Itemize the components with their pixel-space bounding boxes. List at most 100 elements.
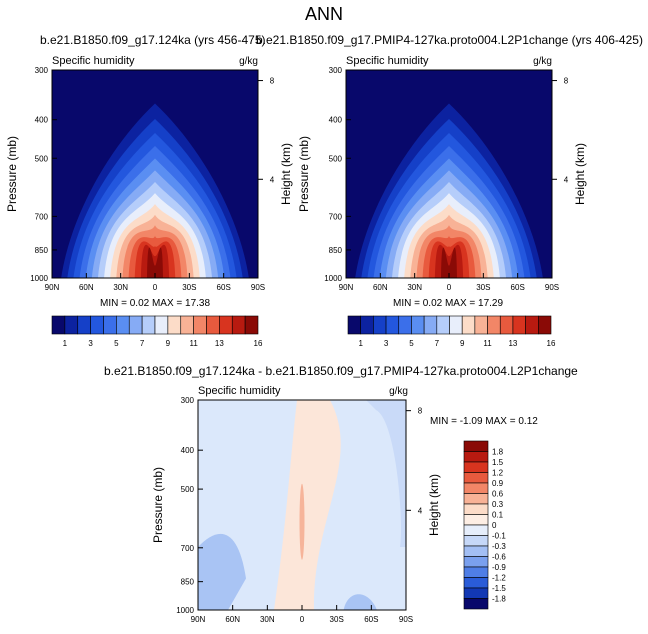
x-tick-label: 0	[300, 615, 305, 624]
y2-tick-label: 4	[418, 506, 423, 515]
colorbar-swatch	[51, 315, 66, 335]
min-max-text: MIN = -1.09 MAX = 0.12	[430, 416, 538, 427]
colorbar-label: 3	[384, 339, 389, 348]
y-axis-label: Pressure (mb)	[151, 467, 165, 543]
y-tick-label: 300	[329, 66, 343, 75]
y-tick-label: 850	[329, 246, 343, 255]
x-tick-label: 30S	[476, 283, 490, 292]
x-tick-label: 90N	[45, 283, 60, 292]
colorbar-swatch	[116, 315, 130, 335]
y-tick-label: 500	[329, 154, 343, 163]
colorbar-swatch	[244, 315, 259, 335]
y-tick-label: 1000	[176, 606, 194, 615]
colorbar-swatch	[373, 315, 387, 335]
colorbar-swatch	[463, 556, 489, 568]
colorbar-label: 0.6	[492, 490, 504, 499]
y-tick-label: 1000	[30, 274, 48, 283]
colorbar-swatch	[538, 315, 552, 335]
x-tick-label: 30S	[182, 283, 196, 292]
panel-units-label: g/kg	[533, 56, 552, 67]
colorbar-label: 1	[358, 339, 363, 348]
colorbar-swatch	[463, 493, 489, 505]
colorbar-swatch	[128, 315, 143, 335]
colorbar-swatch	[385, 315, 400, 335]
y2-tick-label: 4	[270, 175, 275, 184]
colorbar-label: 0.3	[492, 500, 504, 509]
panel-title: b.e21.B1850.f09_g17.PMIP4-127ka.proto004…	[256, 33, 643, 47]
colorbar-label: -0.9	[492, 563, 506, 572]
y-tick-label: 850	[181, 578, 195, 587]
colorbar-swatch	[512, 315, 526, 335]
y2-tick-label: 8	[564, 77, 569, 86]
y-tick-label: 400	[329, 116, 343, 125]
colorbar-label: 5	[409, 339, 414, 348]
min-max-text: MIN = 0.02 MAX = 17.29	[393, 298, 503, 309]
x-tick-label: 60N	[373, 283, 388, 292]
colorbar-swatch	[167, 315, 182, 335]
colorbar-swatch	[463, 482, 489, 494]
y2-tick-label: 8	[418, 407, 423, 416]
x-tick-label: 60S	[217, 283, 231, 292]
y2-tick-label: 8	[270, 77, 275, 86]
colorbar-label: 7	[140, 339, 145, 348]
contour-band	[441, 247, 457, 278]
colorbar-swatch	[463, 503, 489, 515]
colorbar-label: 16	[547, 339, 556, 348]
colorbar-label: -1.8	[492, 595, 506, 604]
y2-axis-label: Height (km)	[279, 143, 293, 205]
y-tick-label: 300	[35, 66, 49, 75]
x-tick-label: 30N	[113, 283, 128, 292]
colorbar-label: 1	[63, 339, 68, 348]
panel-experiment: b.e21.B1850.f09_g17.PMIP4-127ka.proto004…	[256, 33, 643, 348]
colorbar-swatch	[474, 315, 488, 335]
colorbar-label: 0.1	[492, 511, 504, 520]
colorbar-label: 0	[492, 521, 497, 530]
colorbar-swatch	[193, 315, 207, 335]
colorbar-swatch	[463, 524, 489, 536]
y-axis-label: Pressure (mb)	[297, 136, 311, 212]
colorbar-label: 1.2	[492, 469, 504, 478]
positive-band	[274, 400, 341, 610]
x-tick-label: 90S	[251, 283, 265, 292]
colorbar-label: 1.5	[492, 458, 504, 467]
x-tick-label: 90S	[399, 615, 413, 624]
contour-band	[147, 247, 163, 278]
y-tick-label: 700	[35, 212, 49, 221]
colorbar-label: 3	[88, 339, 93, 348]
colorbar-label: 11	[483, 339, 492, 348]
colorbar-swatch	[449, 315, 463, 335]
colorbar-swatch	[463, 440, 489, 452]
colorbar-swatch	[463, 451, 489, 463]
x-tick-label: 0	[153, 283, 158, 292]
colorbar-label: 0.9	[492, 479, 504, 488]
y2-tick-label: 4	[564, 175, 569, 184]
colorbar-swatch	[423, 315, 438, 335]
min-max-text: MIN = 0.02 MAX = 17.38	[100, 298, 210, 309]
colorbar-label: 11	[189, 339, 198, 348]
colorbar-label: 9	[166, 339, 171, 348]
colorbar-label: 9	[460, 339, 465, 348]
colorbar-swatch	[231, 315, 246, 335]
colorbar-label: 7	[435, 339, 440, 348]
colorbar-swatch	[103, 315, 117, 335]
colorbar-swatch	[463, 598, 489, 610]
colorbar-swatch	[463, 566, 489, 578]
colorbar-swatch	[461, 315, 476, 335]
x-tick-label: 90S	[545, 283, 559, 292]
colorbar-label: 13	[508, 339, 517, 348]
panel-left-label: Specific humidity	[346, 55, 429, 67]
colorbar-label: 13	[215, 339, 224, 348]
colorbar-swatch	[463, 577, 489, 589]
y-tick-label: 850	[35, 246, 49, 255]
colorbar-swatch	[463, 535, 489, 547]
y-tick-label: 500	[181, 485, 195, 494]
panel-control: b.e21.B1850.f09_g17.124ka (yrs 456-475) …	[5, 33, 293, 348]
colorbar-swatch	[206, 315, 220, 335]
y2-axis-label: Height (km)	[573, 143, 587, 205]
negative-band	[198, 533, 246, 610]
negative-band	[366, 400, 406, 547]
y-tick-label: 500	[35, 154, 49, 163]
colorbar-swatch	[463, 514, 489, 526]
y-tick-label: 700	[181, 544, 195, 553]
